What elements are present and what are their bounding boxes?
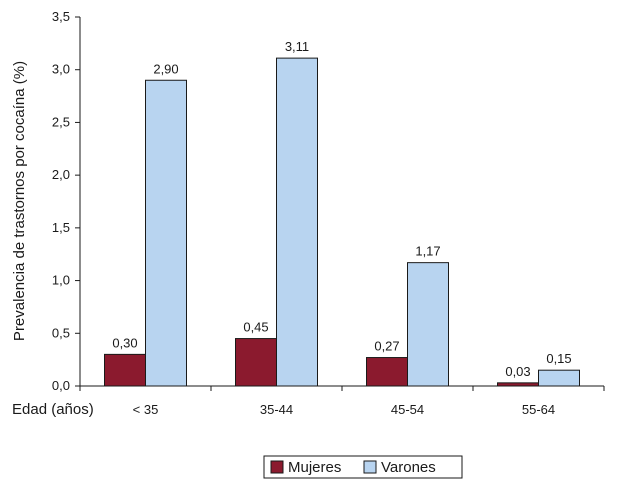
y-tick-label: 0,5	[52, 325, 70, 340]
y-axis-title: Prevalencia de trastornos por cocaína (%…	[11, 61, 28, 341]
y-tick-label: 2,5	[52, 114, 70, 129]
bars	[104, 57, 580, 387]
data-label: 0,30	[112, 335, 137, 350]
x-axis-title: Edad (años)	[12, 401, 94, 418]
data-label: 0,27	[374, 339, 399, 354]
data-label: 0,45	[243, 320, 268, 335]
y-tick-label: 0,0	[52, 378, 70, 393]
legend-swatch-varones	[363, 460, 377, 474]
y-tick-label: 1,0	[52, 273, 70, 288]
bar-varones	[145, 79, 187, 387]
legend-swatch-mujeres	[270, 460, 284, 474]
x-category-label: < 35	[133, 402, 159, 417]
bar-mujeres	[104, 353, 146, 387]
legend-label-mujeres: Mujeres	[288, 459, 341, 476]
y-tick-label: 1,5	[52, 220, 70, 235]
y-tick-label: 2,0	[52, 167, 70, 182]
legend: Mujeres Varones	[263, 455, 463, 479]
x-axis-ticks: < 35 35-44 45-54 55-64	[79, 386, 605, 417]
x-category-label: 55-64	[522, 402, 555, 417]
data-label: 0,15	[546, 351, 571, 366]
bar-varones	[538, 369, 580, 387]
y-tick-label: 3,5	[52, 9, 70, 24]
data-label: 3,11	[285, 39, 309, 54]
bar-varones	[407, 262, 449, 387]
data-labels: 0,30 0,45 0,27 0,03 2,90 3,11 1,17 0,15	[112, 39, 571, 379]
legend-label-varones: Varones	[381, 459, 436, 476]
y-tick-label: 3,0	[52, 62, 70, 77]
x-category-label: 45-54	[391, 402, 424, 417]
y-axis-ticks: 0,0 0,5 1,0 1,5 2,0 2,5 3,0 3,5	[52, 9, 80, 393]
x-category-label: 35-44	[260, 402, 293, 417]
bar-mujeres	[235, 338, 277, 387]
legend-box	[263, 455, 463, 479]
data-label: 1,17	[415, 244, 440, 259]
data-label: 2,90	[153, 61, 178, 76]
data-label: 0,03	[505, 364, 530, 379]
bar-mujeres	[366, 357, 408, 387]
bar-varones	[276, 57, 318, 387]
